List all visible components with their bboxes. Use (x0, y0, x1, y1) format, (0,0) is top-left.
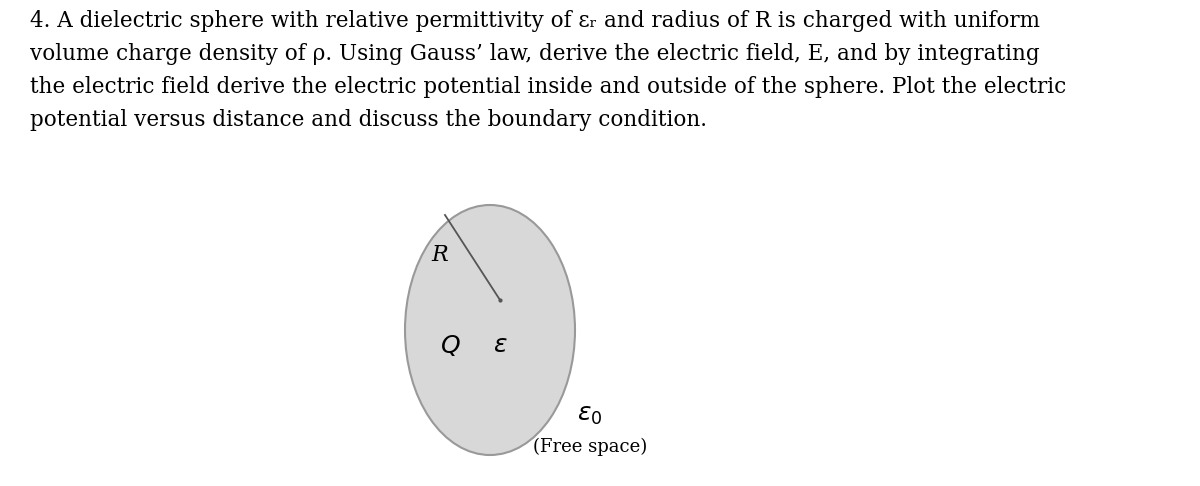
Text: (Free space): (Free space) (533, 438, 647, 456)
Text: $\varepsilon$: $\varepsilon$ (493, 333, 508, 357)
Text: $\varepsilon_0$: $\varepsilon_0$ (577, 403, 602, 427)
Ellipse shape (406, 205, 575, 455)
Text: R: R (432, 244, 449, 266)
Text: 4. A dielectric sphere with relative permittivity of εᵣ and radius of R is charg: 4. A dielectric sphere with relative per… (30, 10, 1067, 131)
Text: $\mathit{Q}$: $\mathit{Q}$ (439, 332, 461, 358)
